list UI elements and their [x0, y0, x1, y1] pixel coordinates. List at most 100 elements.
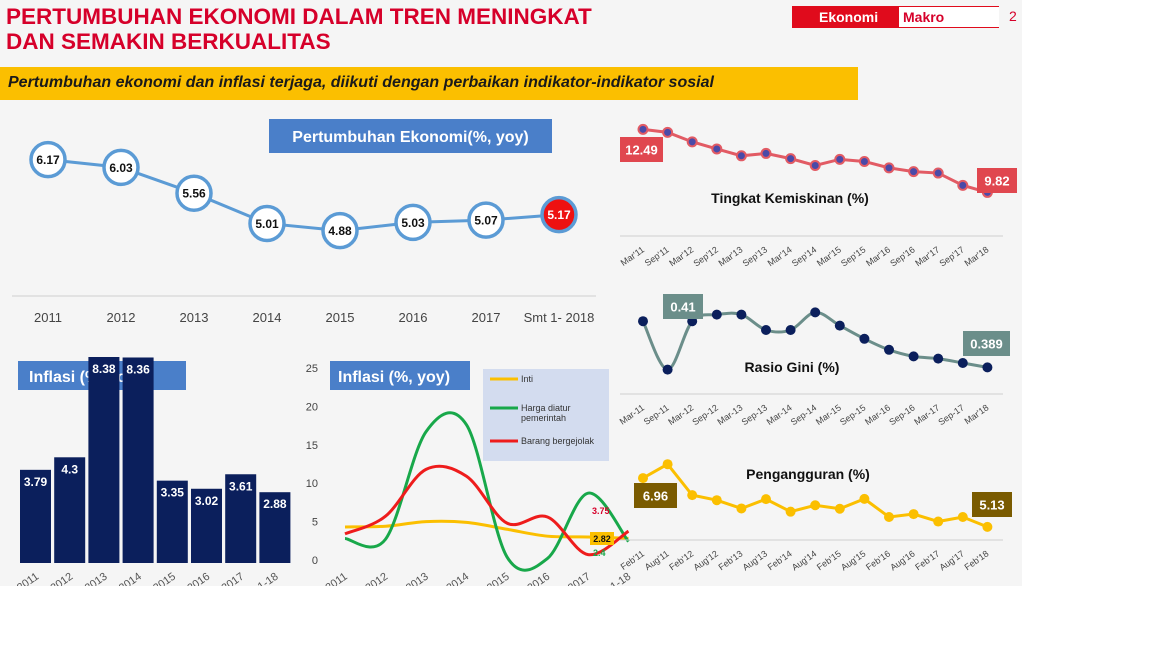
unemployment-x-tick: Aug'11	[643, 548, 671, 572]
section-badge: Ekonomi Makro	[792, 6, 999, 28]
poverty-x-tick: Sep'13	[741, 244, 769, 268]
poverty-x-tick: Mar'14	[766, 244, 794, 268]
poverty-x-tick: Mar'13	[717, 244, 745, 268]
poverty-x-tick: Mar'12	[667, 244, 695, 268]
gini-point	[736, 309, 747, 320]
inflation-bar-value-label: 3.35	[161, 486, 185, 500]
inflation-comp-title: Inflasi (%, yoy)	[338, 369, 450, 386]
inflation-series-line-2	[344, 411, 630, 572]
growth-value-label: 5.07	[474, 214, 498, 228]
poverty-point	[809, 159, 821, 171]
growth-value-label: 6.03	[109, 161, 133, 175]
poverty-point	[932, 167, 944, 179]
gini-x-tick: Sep-17	[936, 402, 966, 427]
poverty-label-first-box	[620, 137, 663, 162]
poverty-label-last: 9.82	[984, 174, 1009, 189]
unemployment-x-tick: Feb'13	[716, 548, 744, 572]
poverty-point	[785, 153, 797, 165]
title-line-2: DAN SEMAKIN BERKUALITAS	[6, 29, 331, 54]
inflation-comp-x-tick: 2012	[363, 571, 390, 586]
badge-label-makro: Makro	[899, 7, 999, 27]
unemployment-point	[736, 503, 747, 514]
poverty-label-last-box	[977, 168, 1017, 193]
gini-label-first: 0.41	[670, 300, 695, 315]
growth-x-tick: 2012	[107, 310, 136, 325]
unemployment-point	[982, 521, 993, 532]
poverty-x-tick: Mar'15	[815, 244, 843, 268]
inflation-bar	[225, 474, 257, 563]
inflation-bar	[88, 357, 120, 563]
gini-point	[810, 307, 821, 318]
legend-label-barang: Barang bergejolak	[521, 436, 595, 446]
inflation-series-line-1	[344, 519, 629, 540]
inflation-comp-title-box	[330, 361, 470, 390]
inflation-legend	[483, 369, 609, 461]
poverty-x-tick: Sep'16	[888, 244, 916, 268]
growth-x-tick: 2014	[253, 310, 282, 325]
inflation-bar-x-tick: 2016	[185, 571, 212, 586]
gini-x-tick: Mar-11	[618, 402, 647, 426]
growth-point	[394, 203, 432, 242]
gini-x-tick: Mar-16	[863, 402, 892, 427]
inflation-bar-x-tick: 2011	[15, 571, 41, 586]
inflation-bar-value-label: 3.79	[24, 475, 48, 489]
gini-label-last: 0.389	[970, 337, 1003, 352]
gini-point	[982, 362, 993, 373]
inflation-comp-y-tick: 25	[306, 363, 318, 375]
growth-point	[467, 201, 505, 239]
growth-x-tick: 2017	[472, 310, 501, 325]
charts-canvas: Pertumbuhan Ekonomi(%, yoy) 6.17 2011 6.03 2…	[12, 119, 1017, 586]
page-number: 2	[1009, 8, 1017, 24]
gini-label-last-box	[963, 331, 1010, 356]
inflation-comp-y-tick: 15	[306, 440, 318, 452]
unemployment-x-tick: Aug'14	[790, 548, 818, 572]
unemployment-point	[810, 500, 821, 511]
poverty-point	[662, 126, 674, 138]
poverty-point	[834, 153, 846, 165]
gini-x-tick: Mar-13	[715, 402, 744, 427]
subtitle-text: Pertumbuhan ekonomi dan inflasi terjaga,…	[8, 74, 714, 91]
gini-label-first-box	[663, 294, 703, 319]
gini-x-tick: Mar-15	[814, 402, 843, 427]
inflation-comp-x-tick: 2011	[323, 571, 349, 586]
growth-value-label: 5.56	[182, 187, 206, 201]
inflation-bar-value-label: 3.02	[195, 494, 219, 508]
unemployment-x-tick: Feb'15	[815, 548, 843, 572]
growth-point	[175, 174, 213, 212]
gini-x-tick: Sep-11	[642, 402, 671, 426]
inflation-comp-y-tick: 10	[306, 478, 318, 490]
growth-value-label: 6.17	[36, 153, 60, 167]
gini-point	[711, 309, 722, 320]
inflation-bar	[122, 357, 154, 563]
gini-point	[957, 358, 968, 368]
poverty-point	[760, 147, 772, 159]
unemployment-chart-title: Pengangguran (%)	[746, 466, 870, 482]
unemployment-x-tick: Aug'17	[937, 548, 965, 572]
poverty-point	[686, 136, 698, 148]
growth-x-tick: 2011	[34, 310, 62, 325]
poverty-x-tick: Sep'11	[643, 244, 671, 268]
poverty-x-tick: Mar'11	[619, 244, 646, 267]
unemployment-x-tick: Feb'11	[619, 548, 647, 571]
inflation-bar-x-tick: 2017	[219, 571, 246, 586]
unemployment-x-tick: Aug'15	[839, 548, 867, 572]
unemployment-point	[884, 512, 894, 522]
poverty-x-tick: Sep'17	[937, 244, 965, 268]
badge-label-ekonomi: Ekonomi	[819, 9, 879, 25]
gini-chart-title: Rasio Gini (%)	[745, 359, 840, 375]
poverty-x-tick: Sep'14	[790, 244, 818, 268]
unemployment-label-last-box	[972, 492, 1012, 517]
gini-point	[859, 333, 870, 344]
unemployment-x-tick: Feb'18	[962, 548, 990, 572]
growth-value-label: 5.17	[547, 208, 571, 222]
growth-point	[321, 211, 359, 250]
unemployment-x-tick: Feb'16	[864, 548, 892, 572]
inflation-comp-x-tick: Smt 1-18	[590, 571, 633, 586]
unemployment-point	[662, 459, 673, 470]
inflation-bar-x-tick: 2015	[151, 571, 178, 586]
growth-value-label: 5.01	[255, 217, 279, 231]
unemployment-point	[761, 494, 771, 505]
poverty-point	[735, 150, 747, 162]
gini-point	[933, 353, 944, 364]
gini-point	[834, 320, 845, 331]
